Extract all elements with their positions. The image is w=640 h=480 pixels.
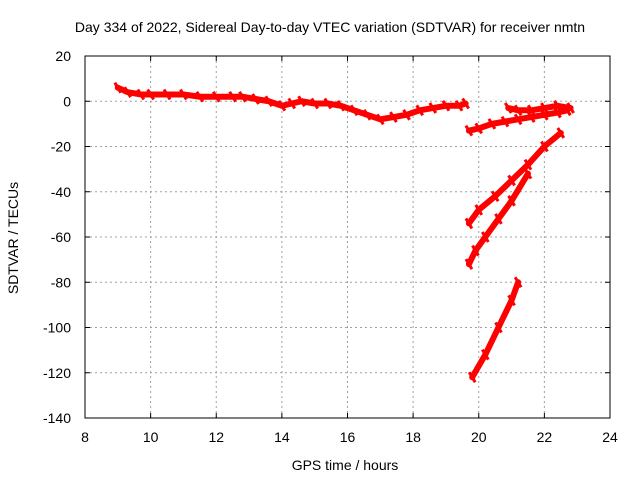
x-tick-label: 20 xyxy=(471,429,487,445)
series-point-descending-track-a xyxy=(474,204,484,216)
y-tick-label: -60 xyxy=(51,229,71,245)
series-point-descending-track-c xyxy=(507,294,516,307)
series-point-main-track xyxy=(323,97,333,110)
y-tick-label: -140 xyxy=(43,410,71,426)
x-tick-label: 14 xyxy=(274,429,290,445)
x-tick-label: 12 xyxy=(208,429,224,445)
series-point-descending-track-a xyxy=(464,217,474,230)
series-point-descending-track-b xyxy=(464,258,474,270)
x-tick-label: 8 xyxy=(81,429,89,445)
series-point-main-track xyxy=(415,104,424,117)
series-point-main-track xyxy=(136,88,146,101)
y-tick-label: 20 xyxy=(55,48,71,64)
series-point-main-track xyxy=(238,90,247,103)
series-point-main-track xyxy=(336,100,346,112)
series-point-descending-track-a xyxy=(540,140,549,153)
series-point-main-track xyxy=(376,113,385,126)
y-tick-label: -100 xyxy=(43,320,71,336)
series-point-main-track xyxy=(228,90,237,103)
x-axis-label: GPS time / hours xyxy=(292,457,399,473)
series-point-descending-track-a xyxy=(507,174,516,187)
series-point-late-track-upper xyxy=(500,115,510,128)
series-point-late-track-cluster xyxy=(513,104,523,117)
tick-layer: 8 10 12 14 16 18 20 22 24 -140 -120 -100 -80 -60 -40 -2… xyxy=(43,48,618,445)
series-point-descending-track-b xyxy=(471,244,480,257)
series-point-late-track-cluster xyxy=(566,102,575,114)
x-tick-label: 18 xyxy=(405,429,421,445)
series-point-main-track xyxy=(251,93,260,105)
series-point-main-track xyxy=(441,100,451,112)
series-point-descending-track-c xyxy=(494,321,503,334)
series-point-main-track xyxy=(264,95,274,108)
x-tick-label: 16 xyxy=(340,429,356,445)
series-point-main-track xyxy=(362,109,372,121)
x-tick-label: 22 xyxy=(537,429,553,445)
series-point-main-track xyxy=(402,109,411,121)
series-point-main-track xyxy=(123,86,132,98)
series-point-main-track xyxy=(454,100,464,112)
series-point-descending-track-c xyxy=(481,348,490,361)
series-point-main-track xyxy=(211,90,221,103)
series-point-main-track xyxy=(146,88,155,101)
y-tick-label: 0 xyxy=(63,93,71,109)
y-tick-label: -40 xyxy=(51,184,71,200)
series-point-late-track-upper xyxy=(474,122,484,135)
series-point-main-track xyxy=(310,97,319,110)
series-layer xyxy=(113,81,575,384)
series-point-main-track xyxy=(277,100,287,112)
series-point-main-track xyxy=(461,97,470,110)
series-point-late-track-upper xyxy=(487,118,497,130)
series-point-descending-track-a xyxy=(523,158,533,171)
series-point-main-track xyxy=(287,97,297,110)
series-line-main-track xyxy=(114,84,469,123)
series-point-late-track-upper xyxy=(526,111,536,123)
series-point-descending-track-b xyxy=(494,213,503,225)
y-tick-label: -20 xyxy=(51,139,71,155)
series-point-main-track xyxy=(389,111,398,123)
series-point-late-track-upper xyxy=(513,113,523,126)
y-axis-label: SDTVAR / TECUs xyxy=(5,182,21,294)
series-point-descending-track-b xyxy=(507,195,516,207)
series-point-main-track xyxy=(349,104,359,117)
x-tick-label: 10 xyxy=(143,429,159,445)
series-point-descending-track-a xyxy=(556,127,566,139)
series-line-descending-track-b xyxy=(465,170,531,268)
series-point-late-track-cluster xyxy=(526,104,536,117)
series-point-late-track-cluster xyxy=(540,102,549,114)
chart-title: Day 334 of 2022, Sidereal Day-to-day VTE… xyxy=(75,19,585,35)
series-point-late-track-upper xyxy=(540,109,549,121)
series-point-main-track xyxy=(113,81,123,94)
series-point-late-track-upper xyxy=(553,106,562,119)
series-point-late-track-cluster xyxy=(553,100,562,112)
x-tick-label: 24 xyxy=(602,429,618,445)
series-point-main-track xyxy=(195,90,205,103)
y-tick-label: -80 xyxy=(51,274,71,290)
series-point-main-track xyxy=(179,88,188,101)
series-point-descending-track-b xyxy=(523,167,533,180)
series-point-descending-track-b xyxy=(481,231,490,243)
y-tick-label: -120 xyxy=(43,365,71,381)
series-point-late-track-upper xyxy=(464,124,474,137)
series-point-late-track-cluster xyxy=(503,102,513,114)
series-line-descending-track-a xyxy=(465,129,564,227)
series-point-main-track xyxy=(297,95,306,108)
series-point-descending-track-c xyxy=(467,371,477,384)
series-point-descending-track-a xyxy=(490,190,500,203)
series-point-main-track xyxy=(162,88,172,101)
series-point-main-track xyxy=(428,102,438,114)
series-point-descending-track-c xyxy=(513,276,523,289)
